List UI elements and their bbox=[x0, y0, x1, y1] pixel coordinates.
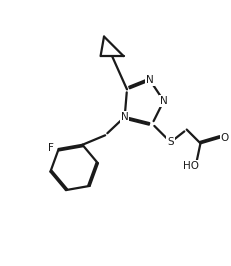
Text: N: N bbox=[121, 112, 129, 122]
Text: O: O bbox=[220, 132, 229, 143]
Text: S: S bbox=[167, 137, 174, 147]
Text: F: F bbox=[48, 143, 54, 153]
Text: HO: HO bbox=[183, 161, 199, 171]
Text: N: N bbox=[146, 75, 154, 85]
Text: N: N bbox=[160, 96, 168, 106]
